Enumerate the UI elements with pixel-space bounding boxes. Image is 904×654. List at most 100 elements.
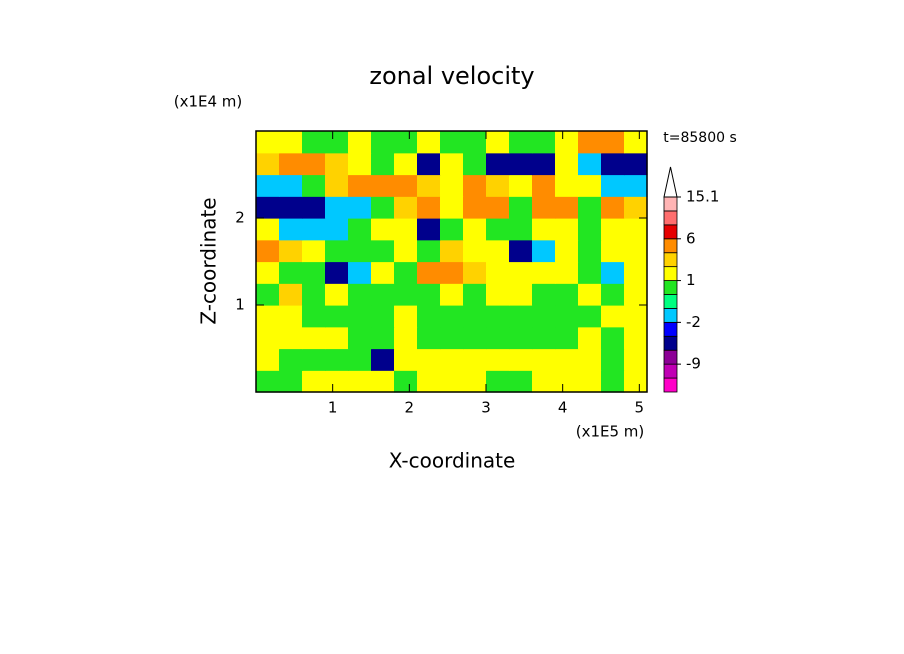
contour-cell — [486, 239, 510, 263]
colorbar-band — [663, 349, 678, 365]
colorbar-band — [663, 321, 678, 337]
contour-cell — [417, 305, 441, 328]
colorbar-band — [663, 377, 678, 393]
contour-cell — [256, 283, 280, 306]
contour-cell — [624, 348, 648, 371]
contour-cell — [532, 326, 556, 350]
contour-cell — [463, 174, 487, 197]
contour-cell — [325, 131, 349, 154]
contour-cell — [555, 305, 579, 328]
contour-cell — [325, 152, 349, 176]
contour-cell — [394, 261, 418, 284]
contour-cell — [555, 196, 579, 219]
contour-cell — [256, 239, 280, 263]
contour-cell — [440, 305, 464, 328]
contour-cell — [256, 152, 280, 176]
contour-cell — [371, 152, 395, 176]
contour-cell — [578, 152, 602, 176]
y-axis-label: Z-coordinate — [197, 197, 221, 324]
contour-cell — [624, 152, 648, 176]
contour-cell — [601, 370, 625, 393]
contour-cell — [279, 305, 303, 328]
contour-cell — [601, 196, 625, 219]
contour-cell — [486, 305, 510, 328]
colorbar-extend — [663, 166, 678, 198]
contour-cell — [532, 261, 556, 284]
contour-cell — [486, 370, 510, 393]
contour-cell — [394, 348, 418, 371]
contour-cell — [578, 196, 602, 219]
contour-cell — [256, 261, 280, 284]
contour-cell — [486, 283, 510, 306]
contour-cell — [509, 131, 533, 154]
contour-cell — [394, 196, 418, 219]
contour-cell — [555, 283, 579, 306]
x-axis-label: X-coordinate — [389, 449, 516, 473]
contour-cell — [417, 196, 441, 219]
contour-cell — [440, 218, 464, 241]
contour-cell — [509, 283, 533, 306]
colorbar-band — [663, 196, 678, 212]
contour-cell — [417, 370, 441, 393]
plot-frame — [255, 130, 648, 393]
contour-cell — [256, 326, 280, 350]
contour-cell — [578, 239, 602, 263]
contour-cell — [348, 283, 372, 306]
colorbar-band — [663, 363, 678, 379]
contour-cell — [463, 239, 487, 263]
contour-cell — [578, 131, 602, 154]
contour-cell — [486, 196, 510, 219]
contour-cell — [578, 174, 602, 197]
contour-cell — [463, 131, 487, 154]
colorbar-band — [663, 266, 678, 281]
contour-cell — [463, 348, 487, 371]
contour-cell — [578, 218, 602, 241]
contour-cell — [325, 196, 349, 219]
contour-cell — [348, 326, 372, 350]
x-tick-label: 1 — [328, 399, 338, 417]
contour-cell — [532, 196, 556, 219]
contour-cell — [440, 261, 464, 284]
contour-cell — [256, 370, 280, 393]
contour-cell — [371, 131, 395, 154]
contour-cell — [555, 131, 579, 154]
y-tick-label: 1 — [235, 296, 245, 314]
contour-cell — [325, 174, 349, 197]
time-label: t=85800 s — [663, 130, 737, 146]
contour-cell — [463, 370, 487, 393]
contour-cell — [279, 131, 303, 154]
contour-cell — [417, 131, 441, 154]
contour-cell — [624, 239, 648, 263]
contour-cell — [394, 305, 418, 328]
contour-cell — [302, 174, 326, 197]
contour-cell — [578, 326, 602, 350]
contour-cell — [463, 261, 487, 284]
colorbar-tick-label: -2 — [686, 313, 701, 331]
contour-cell — [302, 131, 326, 154]
contour-cell — [302, 305, 326, 328]
contour-cell — [417, 218, 441, 241]
contour-cell — [371, 370, 395, 393]
contour-cell — [302, 326, 326, 350]
contour-cell — [302, 261, 326, 284]
contour-cell — [624, 131, 648, 154]
contour-cell — [279, 196, 303, 219]
contour-cell — [624, 283, 648, 306]
contour-cell — [578, 348, 602, 371]
contour-cell — [555, 348, 579, 371]
contour-cell — [394, 131, 418, 154]
contour-cell — [601, 348, 625, 371]
contour-cell — [279, 348, 303, 371]
contour-cell — [440, 239, 464, 263]
contour-cell — [279, 326, 303, 350]
contour-cell — [463, 305, 487, 328]
contour-cell — [348, 131, 372, 154]
contour-cell — [394, 174, 418, 197]
contour-cell — [325, 370, 349, 393]
contour-cell — [440, 152, 464, 176]
contour-cell — [417, 239, 441, 263]
contour-cell — [256, 218, 280, 241]
contour-cell — [509, 152, 533, 176]
contour-cell — [302, 283, 326, 306]
